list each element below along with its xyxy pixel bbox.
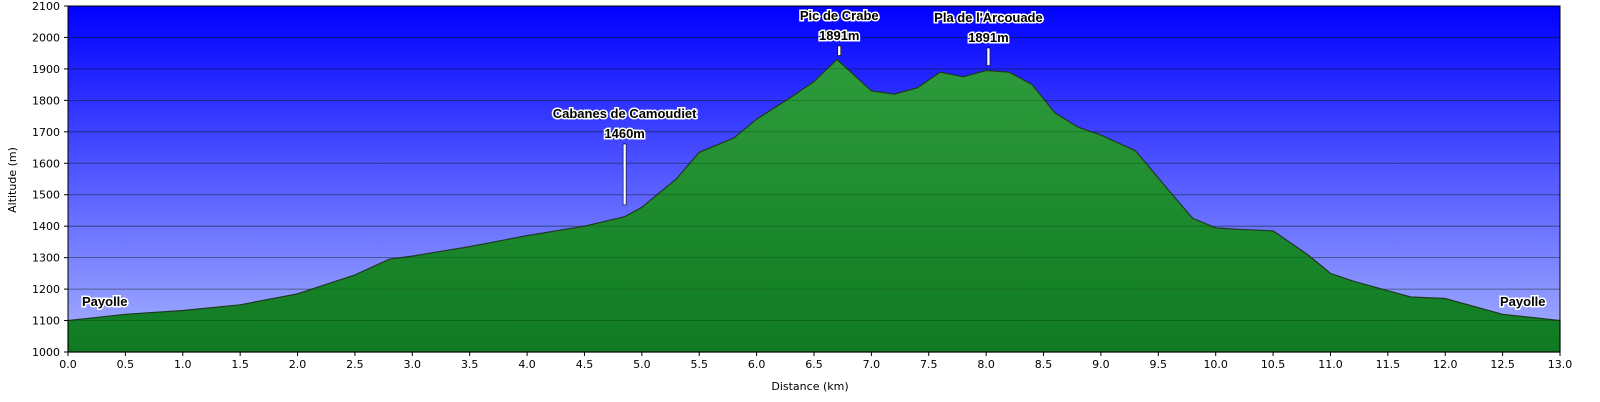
x-tick-label: 0.0 (59, 358, 77, 371)
y-tick-label: 1500 (32, 189, 60, 202)
annotation-pointer (986, 47, 991, 66)
y-tick-label: 1900 (32, 63, 60, 76)
x-tick-label: 9.5 (1150, 358, 1168, 371)
y-tick-label: 1800 (32, 94, 60, 107)
annotations: Pic de Crabe 1891m Pla de l'Arcouade 1891m C… (551, 7, 1044, 206)
x-tick-label: 12.5 (1490, 358, 1515, 371)
y-tick-label: 1400 (32, 220, 60, 233)
start-location-label: Payolle (82, 294, 128, 309)
x-axis-title: Distance (km) (771, 380, 848, 393)
x-tick-label: 4.0 (518, 358, 536, 371)
x-tick-label: 11.5 (1376, 358, 1401, 371)
annotation-pointer (622, 143, 627, 206)
annotation-value: 1460m (604, 126, 644, 141)
x-tick-label: 4.5 (576, 358, 594, 371)
y-tick-label: 1300 (32, 252, 60, 265)
annotation-name: Pic de Crabe (800, 8, 879, 23)
annotation-name: Cabanes de Camoudiet (553, 106, 697, 121)
x-tick-label: 1.5 (231, 358, 249, 371)
y-tick-label: 1100 (32, 315, 60, 328)
x-tick-label: 2.5 (346, 358, 364, 371)
x-tick-label: 13.0 (1548, 358, 1573, 371)
y-axis-ticks: 1000 1100 1200 1300 1400 1500 1600 1700 1800 1900… (32, 0, 68, 359)
x-tick-label: 7.5 (920, 358, 938, 371)
x-tick-label: 12.0 (1433, 358, 1458, 371)
y-tick-label: 2100 (32, 0, 60, 13)
x-tick-label: 6.5 (805, 358, 823, 371)
annotation-pointer (837, 45, 842, 56)
x-tick-label: 1.0 (174, 358, 192, 371)
x-tick-label: 7.0 (863, 358, 881, 371)
annotation-value: 1891m (968, 30, 1008, 45)
x-tick-label: 0.5 (117, 358, 135, 371)
x-tick-label: 3.5 (461, 358, 479, 371)
y-tick-label: 1000 (32, 346, 60, 359)
x-tick-label: 2.0 (289, 358, 307, 371)
terrain-area (67, 58, 1561, 353)
x-tick-label: 3.0 (404, 358, 422, 371)
y-tick-label: 2000 (32, 31, 60, 44)
annotation-value: 1891m (819, 28, 859, 43)
x-tick-label: 5.0 (633, 358, 651, 371)
x-tick-label: 10.0 (1203, 358, 1228, 371)
x-tick-label: 8.0 (977, 358, 995, 371)
annotation-name: Pla de l'Arcouade (934, 10, 1043, 25)
y-tick-label: 1200 (32, 283, 60, 296)
x-tick-label: 10.5 (1261, 358, 1286, 371)
y-tick-label: 1600 (32, 157, 60, 170)
x-tick-label: 9.0 (1092, 358, 1110, 371)
x-tick-label: 5.5 (690, 358, 708, 371)
y-tick-label: 1700 (32, 126, 60, 139)
x-axis-ticks: 0.0 0.5 1.0 1.5 2.0 2.5 3.0 3.5 4.0 4.5 5.0 5.5 6.0 6… (59, 352, 1572, 371)
x-tick-label: 6.0 (748, 358, 766, 371)
end-location-label: Payolle (1500, 294, 1546, 309)
x-tick-label: 11.0 (1318, 358, 1343, 371)
y-axis-title: Altitude (m) (6, 147, 19, 213)
x-tick-label: 8.5 (1035, 358, 1053, 371)
